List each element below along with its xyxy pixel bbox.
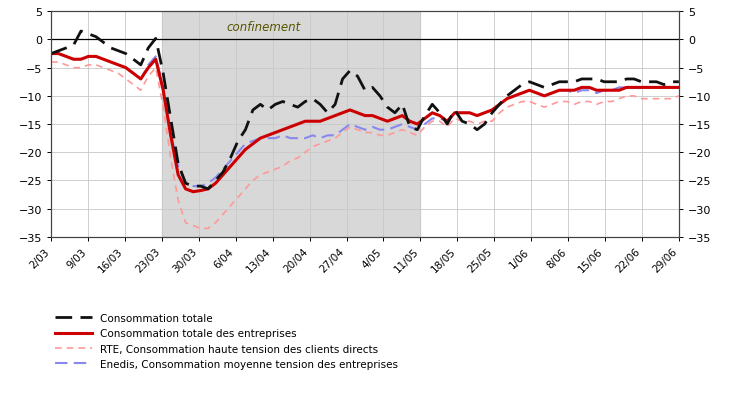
Legend: Consommation totale, Consommation totale des entreprises, RTE, Consommation haut: Consommation totale, Consommation totale…	[51, 309, 402, 373]
Text: confinement: confinement	[226, 21, 301, 34]
Bar	[162, 12, 420, 237]
